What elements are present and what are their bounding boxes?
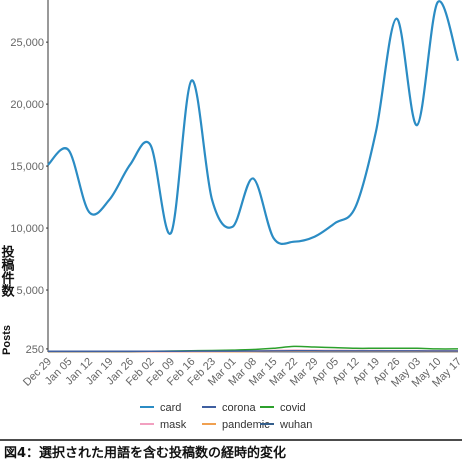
caption: 図4：選択された用語を含む投稿数の経時的変化 (4, 445, 286, 461)
y-tick-label: 10,000 (10, 223, 44, 235)
legend-label: card (160, 402, 181, 414)
legend-label: covid (280, 402, 306, 414)
y-tick-label: 25,000 (10, 37, 44, 49)
y-tick-label: 5,000 (16, 285, 44, 297)
series-line (47, 0, 460, 245)
y-label: 投稿件数 (0, 244, 14, 298)
y-tick-label: 15,000 (10, 161, 44, 173)
y-tick-label: 20,000 (10, 99, 44, 111)
series-line (47, 349, 459, 353)
legend-label: corona (222, 402, 257, 414)
legend-label: pandemic (222, 419, 270, 431)
legend-label: wuhan (279, 419, 312, 431)
y-label-en: Posts (1, 325, 13, 355)
y-tick-label: 250 (26, 344, 44, 356)
legend-label: mask (160, 419, 187, 431)
